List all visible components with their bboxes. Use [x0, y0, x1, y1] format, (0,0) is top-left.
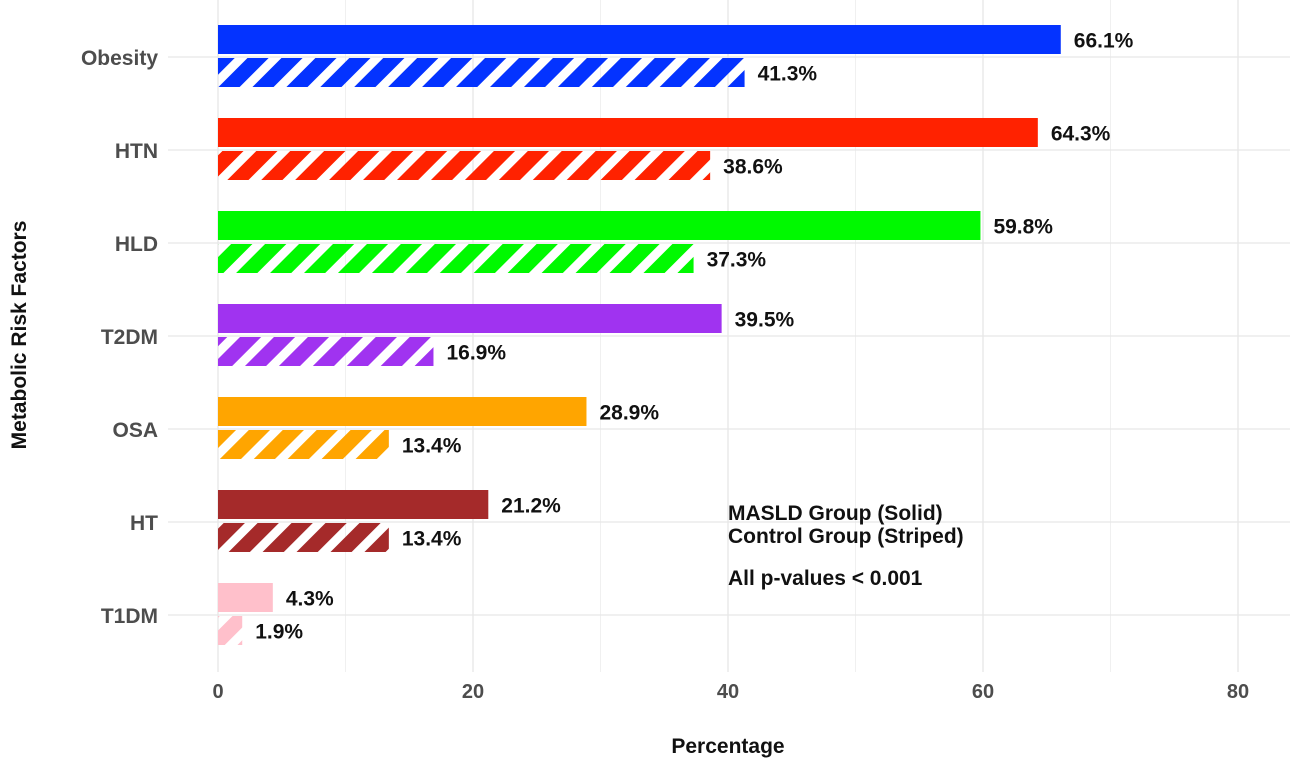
- bar-control: [218, 244, 694, 273]
- bar-masld: [218, 397, 587, 426]
- labels: 0 20 40 60 80 Obesity 66.1% 41.3% HTN 64.3% 38.6% H…: [81, 30, 1249, 704]
- data-label: 13.4%: [402, 435, 462, 458]
- bar-control: [218, 523, 389, 552]
- bar-masld: [218, 25, 1061, 54]
- y-tick-label: T2DM: [101, 326, 158, 349]
- data-label: 13.4%: [402, 528, 462, 551]
- data-label: 38.6%: [723, 156, 783, 179]
- x-tick-label: 40: [717, 681, 739, 703]
- bar-control: [218, 337, 434, 366]
- bar-control: [218, 616, 243, 645]
- data-label: 64.3%: [1051, 123, 1111, 146]
- bar-masld: [218, 211, 981, 240]
- y-tick-label: OSA: [112, 419, 158, 442]
- legend-striped: Control Group (Striped): [728, 525, 964, 548]
- data-label: 39.5%: [735, 309, 795, 332]
- bar-masld: [218, 118, 1038, 147]
- bar-masld: [218, 490, 489, 519]
- data-label: 59.8%: [993, 216, 1053, 239]
- data-label: 1.9%: [255, 621, 303, 644]
- x-tick-label: 60: [972, 681, 994, 703]
- x-tick-label: 0: [212, 681, 223, 703]
- x-tick-label: 80: [1227, 681, 1249, 703]
- data-label: 16.9%: [446, 342, 506, 365]
- data-label: 41.3%: [758, 63, 818, 86]
- y-tick-label: T1DM: [101, 605, 158, 628]
- y-tick-label: HT: [130, 512, 158, 535]
- p-value-note: All p-values < 0.001: [728, 567, 923, 590]
- y-tick-label: HTN: [115, 140, 158, 163]
- data-label: 21.2%: [501, 495, 561, 518]
- data-label: 4.3%: [286, 588, 334, 611]
- y-tick-label: Obesity: [81, 47, 158, 70]
- bar-control: [218, 58, 745, 87]
- y-axis-label: Metabolic Risk Factors: [8, 221, 31, 450]
- legend-solid: MASLD Group (Solid): [728, 502, 943, 525]
- bar-masld: [218, 583, 273, 612]
- bar-control: [218, 151, 711, 180]
- x-tick-label: 20: [462, 681, 484, 703]
- grid: [168, 0, 1290, 672]
- data-label: 28.9%: [599, 402, 659, 425]
- bar-control: [218, 430, 389, 459]
- bar-masld: [218, 304, 722, 333]
- bars: [218, 25, 1061, 645]
- y-tick-label: HLD: [115, 233, 158, 256]
- x-axis-label: Percentage: [671, 735, 784, 758]
- data-label: 66.1%: [1074, 30, 1134, 53]
- data-label: 37.3%: [707, 249, 767, 272]
